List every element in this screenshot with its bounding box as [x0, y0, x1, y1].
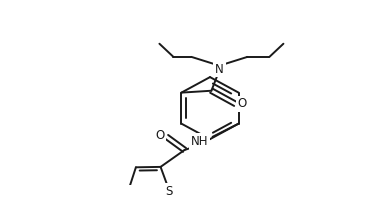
Text: NH: NH [191, 135, 209, 148]
Text: O: O [238, 97, 247, 110]
Text: S: S [165, 185, 172, 197]
Text: O: O [155, 129, 164, 142]
Text: N: N [215, 63, 224, 76]
